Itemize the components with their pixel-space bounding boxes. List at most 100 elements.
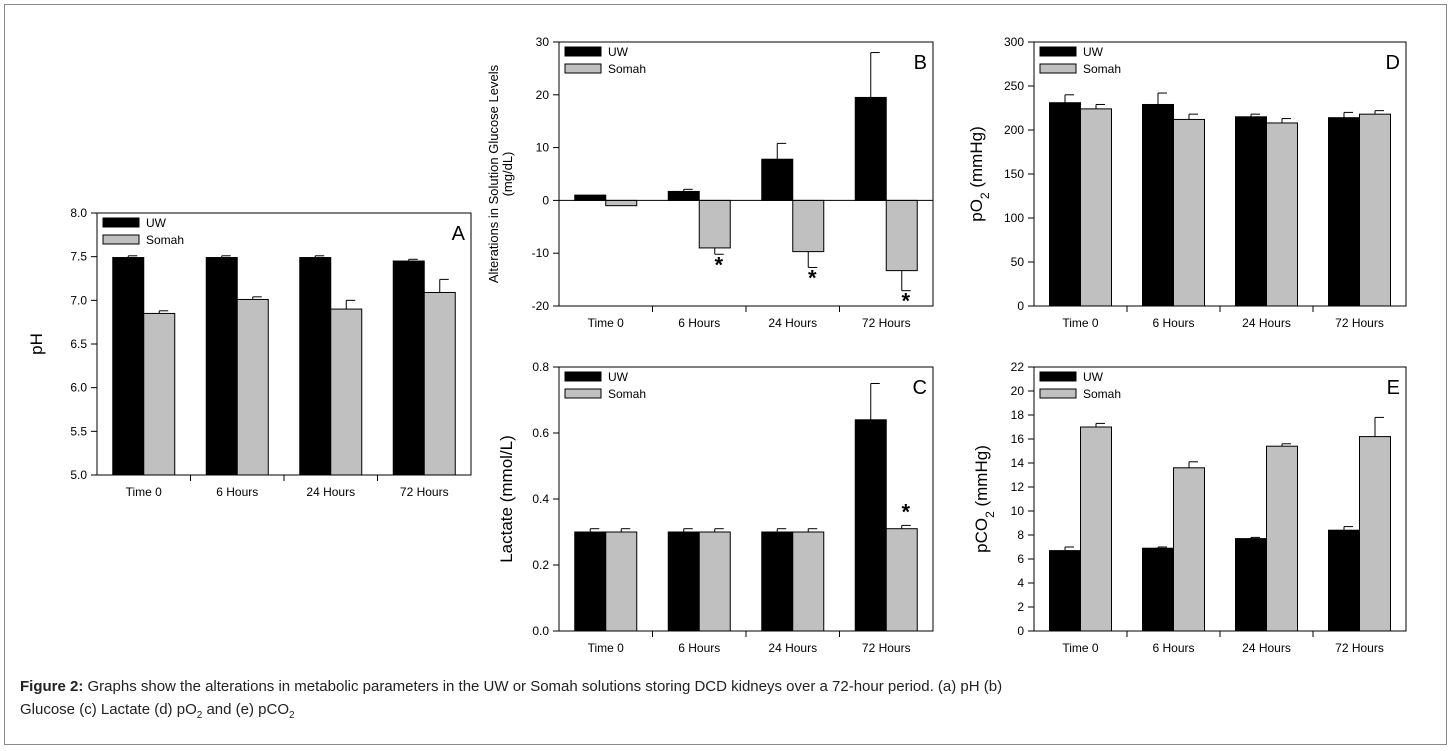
y-tick-label: -10 xyxy=(532,246,550,260)
y-tick-label: 20 xyxy=(1011,384,1025,398)
bar-uw-0 xyxy=(574,194,607,201)
significance-star: * xyxy=(808,265,817,290)
legend-label-somah: Somah xyxy=(146,233,184,247)
y-tick-label: 8 xyxy=(1017,528,1024,542)
bar-somah-3 xyxy=(885,528,918,632)
y-tick-label: 0.8 xyxy=(532,360,549,374)
x-tick-label: 24 Hours xyxy=(1242,316,1291,330)
x-tick-label: Time 0 xyxy=(588,316,625,330)
bar-uw-3 xyxy=(1328,529,1360,632)
y-tick-label: 0 xyxy=(1017,299,1024,313)
legend-swatch-somah xyxy=(1039,388,1077,399)
y-tick-label: 0 xyxy=(542,193,549,207)
y-tick-label: 6.5 xyxy=(70,337,87,351)
x-tick-label: Time 0 xyxy=(126,485,163,499)
bar-uw-2 xyxy=(1235,538,1267,632)
panel-label: E xyxy=(1387,377,1400,399)
x-tick-label: 72 Hours xyxy=(1335,641,1384,655)
bar-somah-1 xyxy=(236,298,269,476)
legend-label-somah: Somah xyxy=(1083,62,1121,76)
legend-label-uw: UW xyxy=(146,216,167,230)
chart-d: Time 0 6 Hours 24 Hours 72 Hours 0 50 100 150 20… xyxy=(967,35,1407,330)
y-tick-label: 0 xyxy=(1017,624,1024,638)
y-tick-label: 2 xyxy=(1017,600,1024,614)
bar-somah-1 xyxy=(1173,118,1205,307)
bar-somah-1 xyxy=(698,199,731,249)
y-axis-label-unit: (mg/dL) xyxy=(500,152,515,197)
y-tick-label: 18 xyxy=(1011,408,1025,422)
x-tick-label: 72 Hours xyxy=(862,316,911,330)
panel-label: D xyxy=(1386,52,1400,74)
x-tick-label: 6 Hours xyxy=(678,641,720,655)
bar-uw-2 xyxy=(299,257,332,476)
legend-label-uw: UW xyxy=(1083,370,1104,384)
legend-swatch-somah xyxy=(564,388,602,399)
x-tick-label: 24 Hours xyxy=(768,641,817,655)
legend-swatch-uw xyxy=(1039,46,1077,57)
legend-label-somah: Somah xyxy=(1083,387,1121,401)
caption-label: Figure 2: xyxy=(20,678,84,695)
bar-uw-3 xyxy=(854,419,887,632)
bar-uw-1 xyxy=(667,531,700,632)
y-axis-label: Alterations in Solution Glucose Levels xyxy=(486,64,501,283)
y-tick-label: 0.0 xyxy=(532,624,549,638)
y-tick-label: 16 xyxy=(1011,432,1025,446)
y-axis-label: pH xyxy=(27,333,46,355)
legend-label-somah: Somah xyxy=(608,387,646,401)
bar-uw-0 xyxy=(112,257,145,476)
y-tick-label: 250 xyxy=(1004,79,1024,93)
caption-text-1: Graphs show the alterations in metabolic… xyxy=(87,678,1003,695)
y-axis-label: pO2 (mmHg) xyxy=(967,126,992,221)
bar-somah-3 xyxy=(1359,113,1391,307)
caption-sub-1: 2 xyxy=(196,710,203,721)
y-tick-label: 7.0 xyxy=(70,293,87,307)
y-tick-label: 30 xyxy=(536,35,550,49)
y-tick-label: 300 xyxy=(1004,35,1024,49)
bar-somah-2 xyxy=(1266,445,1298,632)
y-tick-label: 4 xyxy=(1017,576,1024,590)
figure-frame xyxy=(4,4,1447,745)
panel-label: B xyxy=(914,52,927,74)
panel-label: A xyxy=(452,223,466,245)
y-tick-label: -20 xyxy=(532,299,550,313)
legend-label-somah: Somah xyxy=(608,62,646,76)
bar-somah-0 xyxy=(1080,108,1112,307)
bar-somah-2 xyxy=(330,308,363,476)
x-tick-label: 72 Hours xyxy=(1335,316,1384,330)
bar-somah-3 xyxy=(885,199,918,272)
y-tick-label: 5.5 xyxy=(70,424,87,438)
y-tick-label: 10 xyxy=(1011,504,1025,518)
bar-uw-1 xyxy=(1142,103,1174,307)
significance-star: * xyxy=(714,252,723,277)
y-tick-label: 100 xyxy=(1004,211,1024,225)
legend-label-uw: UW xyxy=(608,45,629,59)
bar-somah-0 xyxy=(1080,426,1112,632)
y-tick-label: 0.4 xyxy=(532,492,549,506)
y-tick-label: 7.5 xyxy=(70,250,87,264)
y-tick-label: 0.6 xyxy=(532,426,549,440)
bar-somah-3 xyxy=(1359,436,1391,632)
x-tick-label: 24 Hours xyxy=(306,485,355,499)
y-tick-label: 150 xyxy=(1004,167,1024,181)
bar-uw-2 xyxy=(1235,116,1267,307)
legend-swatch-somah xyxy=(564,63,602,74)
x-tick-label: Time 0 xyxy=(1062,316,1099,330)
bar-uw-3 xyxy=(854,96,887,201)
bar-uw-1 xyxy=(205,257,238,476)
x-tick-label: 24 Hours xyxy=(1242,641,1291,655)
x-tick-label: 72 Hours xyxy=(862,641,911,655)
legend-swatch-uw xyxy=(564,46,602,57)
y-tick-label: 6 xyxy=(1017,552,1024,566)
legend-label-uw: UW xyxy=(1083,45,1104,59)
y-tick-label: 12 xyxy=(1011,480,1025,494)
y-axis-label: Lactate (mmol/L) xyxy=(497,435,516,563)
x-tick-label: 72 Hours xyxy=(400,485,449,499)
bar-uw-0 xyxy=(1049,102,1081,307)
bar-uw-3 xyxy=(392,260,425,476)
y-tick-label: 5.0 xyxy=(70,468,87,482)
x-tick-label: 6 Hours xyxy=(1152,641,1194,655)
chart-b: Time 0 6 Hours 24 Hours 72 Hours * * * -20 -10 0 1… xyxy=(486,35,934,330)
x-tick-label: 6 Hours xyxy=(216,485,258,499)
y-axis-label: pCO2 (mmHg) xyxy=(972,445,997,553)
